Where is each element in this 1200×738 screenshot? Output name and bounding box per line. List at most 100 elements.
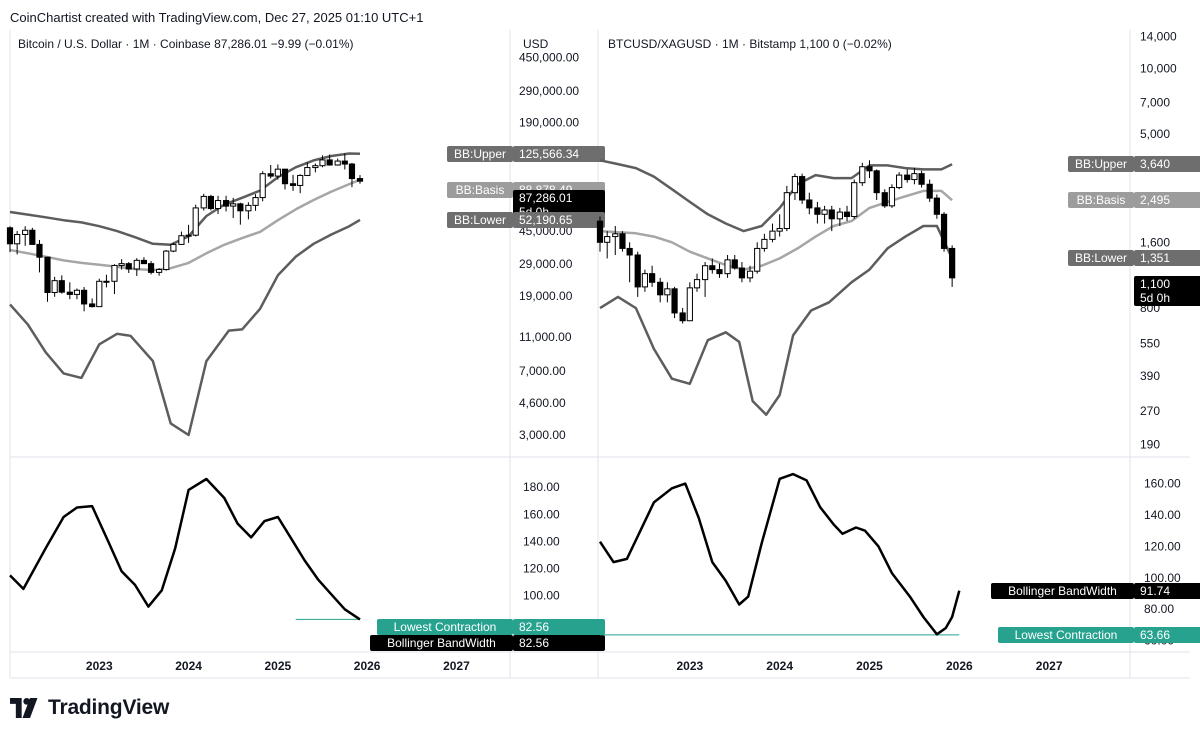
axis-label-value-bg bbox=[1134, 192, 1200, 208]
axis-label-name-bg bbox=[377, 619, 513, 635]
x-tick-label: 2026 bbox=[354, 659, 381, 673]
bb-upper-line bbox=[599, 159, 953, 233]
candle bbox=[200, 195, 207, 209]
currency-label: USD bbox=[523, 37, 549, 51]
candle bbox=[29, 229, 36, 245]
bw-y-tick-label: 100.00 bbox=[523, 589, 560, 603]
candle bbox=[147, 263, 155, 273]
candle bbox=[866, 166, 873, 172]
candle bbox=[693, 279, 701, 289]
axis-label-name: Lowest Contraction bbox=[394, 620, 497, 634]
x-tick-label: 2024 bbox=[766, 659, 793, 673]
chart-title-last: 87,286.01 bbox=[211, 37, 268, 51]
x-tick-label: 2026 bbox=[946, 659, 973, 673]
candle bbox=[881, 192, 888, 207]
candle bbox=[873, 170, 880, 194]
candle bbox=[918, 173, 925, 185]
candle bbox=[612, 233, 619, 238]
candle bbox=[341, 160, 348, 165]
axis-label-value: 1,100 bbox=[1140, 277, 1170, 291]
candle bbox=[648, 273, 656, 283]
candle bbox=[746, 270, 754, 279]
candle bbox=[836, 211, 843, 220]
axis-label-name: BB:Upper bbox=[454, 147, 506, 161]
axis-label-name: BB:Basis bbox=[456, 183, 505, 197]
axis-label-value: 3,640 bbox=[1140, 157, 1170, 171]
candle bbox=[626, 247, 633, 256]
candle bbox=[641, 273, 649, 288]
bw-y-tick-label: 120.00 bbox=[523, 562, 560, 576]
candle bbox=[81, 289, 88, 305]
candle bbox=[851, 182, 858, 218]
candle bbox=[185, 234, 192, 237]
axis-label-value-bg bbox=[1134, 627, 1200, 643]
candle bbox=[326, 159, 333, 166]
candle bbox=[304, 167, 311, 176]
x-tick-label: 2023 bbox=[676, 659, 703, 673]
axis-label-name-bg bbox=[1068, 192, 1134, 208]
candle bbox=[348, 163, 356, 180]
candle bbox=[783, 192, 790, 230]
candle bbox=[664, 288, 671, 296]
candle bbox=[252, 197, 259, 206]
candle bbox=[754, 247, 761, 272]
candle bbox=[230, 203, 237, 207]
y-tick-label: 29,000.00 bbox=[519, 257, 573, 271]
axis-label-value: 87,286.01 bbox=[519, 191, 573, 205]
chart-title-symbol: Bitcoin / U.S. Dollar · 1M · Coinbase bbox=[18, 37, 211, 51]
candle bbox=[911, 173, 918, 181]
y-tick-label: 5,000 bbox=[1140, 127, 1170, 141]
bandwidth-label: Bollinger BandWidth 82.56 bbox=[370, 635, 605, 651]
candle bbox=[36, 243, 43, 258]
y-tick-label: 4,600.00 bbox=[519, 396, 566, 410]
candle bbox=[821, 209, 828, 215]
candle bbox=[6, 227, 14, 245]
axis-label-name: BB:Lower bbox=[1075, 251, 1127, 265]
candle bbox=[22, 229, 29, 235]
axis-label-value: 63.66 bbox=[1140, 628, 1170, 642]
candle bbox=[125, 263, 132, 270]
axis-label-value: 52,190.65 bbox=[519, 213, 573, 227]
bw-y-tick-label: 100.00 bbox=[1144, 571, 1181, 585]
candle bbox=[58, 280, 65, 293]
axis-label-value: 1,351 bbox=[1140, 251, 1170, 265]
y-tick-label: 1,600 bbox=[1140, 235, 1170, 249]
axis-label-name-bg bbox=[447, 182, 513, 198]
y-tick-label: 450,000.00 bbox=[519, 51, 579, 65]
axis-label-value-bg bbox=[1134, 250, 1200, 266]
axis-label-value-bg bbox=[513, 146, 605, 162]
axis-label-name: Bollinger BandWidth bbox=[387, 636, 496, 650]
bb-upper-label: BB:Upper 125,566.34 bbox=[447, 146, 605, 162]
bandwidth-line bbox=[598, 472, 961, 636]
chart-title: BTCUSD/XAGUSD · 1M · Bitstamp 1,100 0 (−… bbox=[608, 37, 892, 51]
candle bbox=[14, 233, 21, 245]
axis-label-name: Lowest Contraction bbox=[1015, 628, 1118, 642]
candle bbox=[657, 281, 664, 296]
candle bbox=[289, 183, 297, 186]
bw-y-tick-label: 120.00 bbox=[1144, 539, 1181, 553]
bb-upper-label: BB:Upper 3,640 bbox=[1068, 156, 1200, 172]
candle bbox=[926, 183, 933, 199]
candle bbox=[709, 265, 716, 271]
candle bbox=[896, 174, 903, 189]
chart-panel-left: Bitcoin / U.S. Dollar · 1M · Coinbase 87… bbox=[6, 30, 605, 678]
candle bbox=[214, 200, 222, 210]
candle bbox=[267, 173, 274, 177]
y-tick-label: 11,000.00 bbox=[519, 330, 572, 344]
candle bbox=[604, 236, 611, 243]
axis-label-value-bg bbox=[1134, 276, 1200, 306]
y-tick-label: 10,000 bbox=[1140, 61, 1177, 75]
axis-label-value-bg bbox=[1134, 156, 1200, 172]
tradingview-logo[interactable]: TradingView bbox=[10, 696, 169, 720]
axis-label-name: BB:Upper bbox=[1075, 157, 1127, 171]
candle bbox=[274, 168, 281, 177]
x-tick-label: 2025 bbox=[265, 659, 292, 673]
candle bbox=[103, 280, 110, 283]
axis-label-name-bg bbox=[991, 583, 1134, 599]
candle bbox=[769, 230, 776, 240]
axis-label-value-bg bbox=[513, 635, 605, 651]
candle bbox=[156, 269, 163, 273]
candle bbox=[634, 254, 641, 288]
